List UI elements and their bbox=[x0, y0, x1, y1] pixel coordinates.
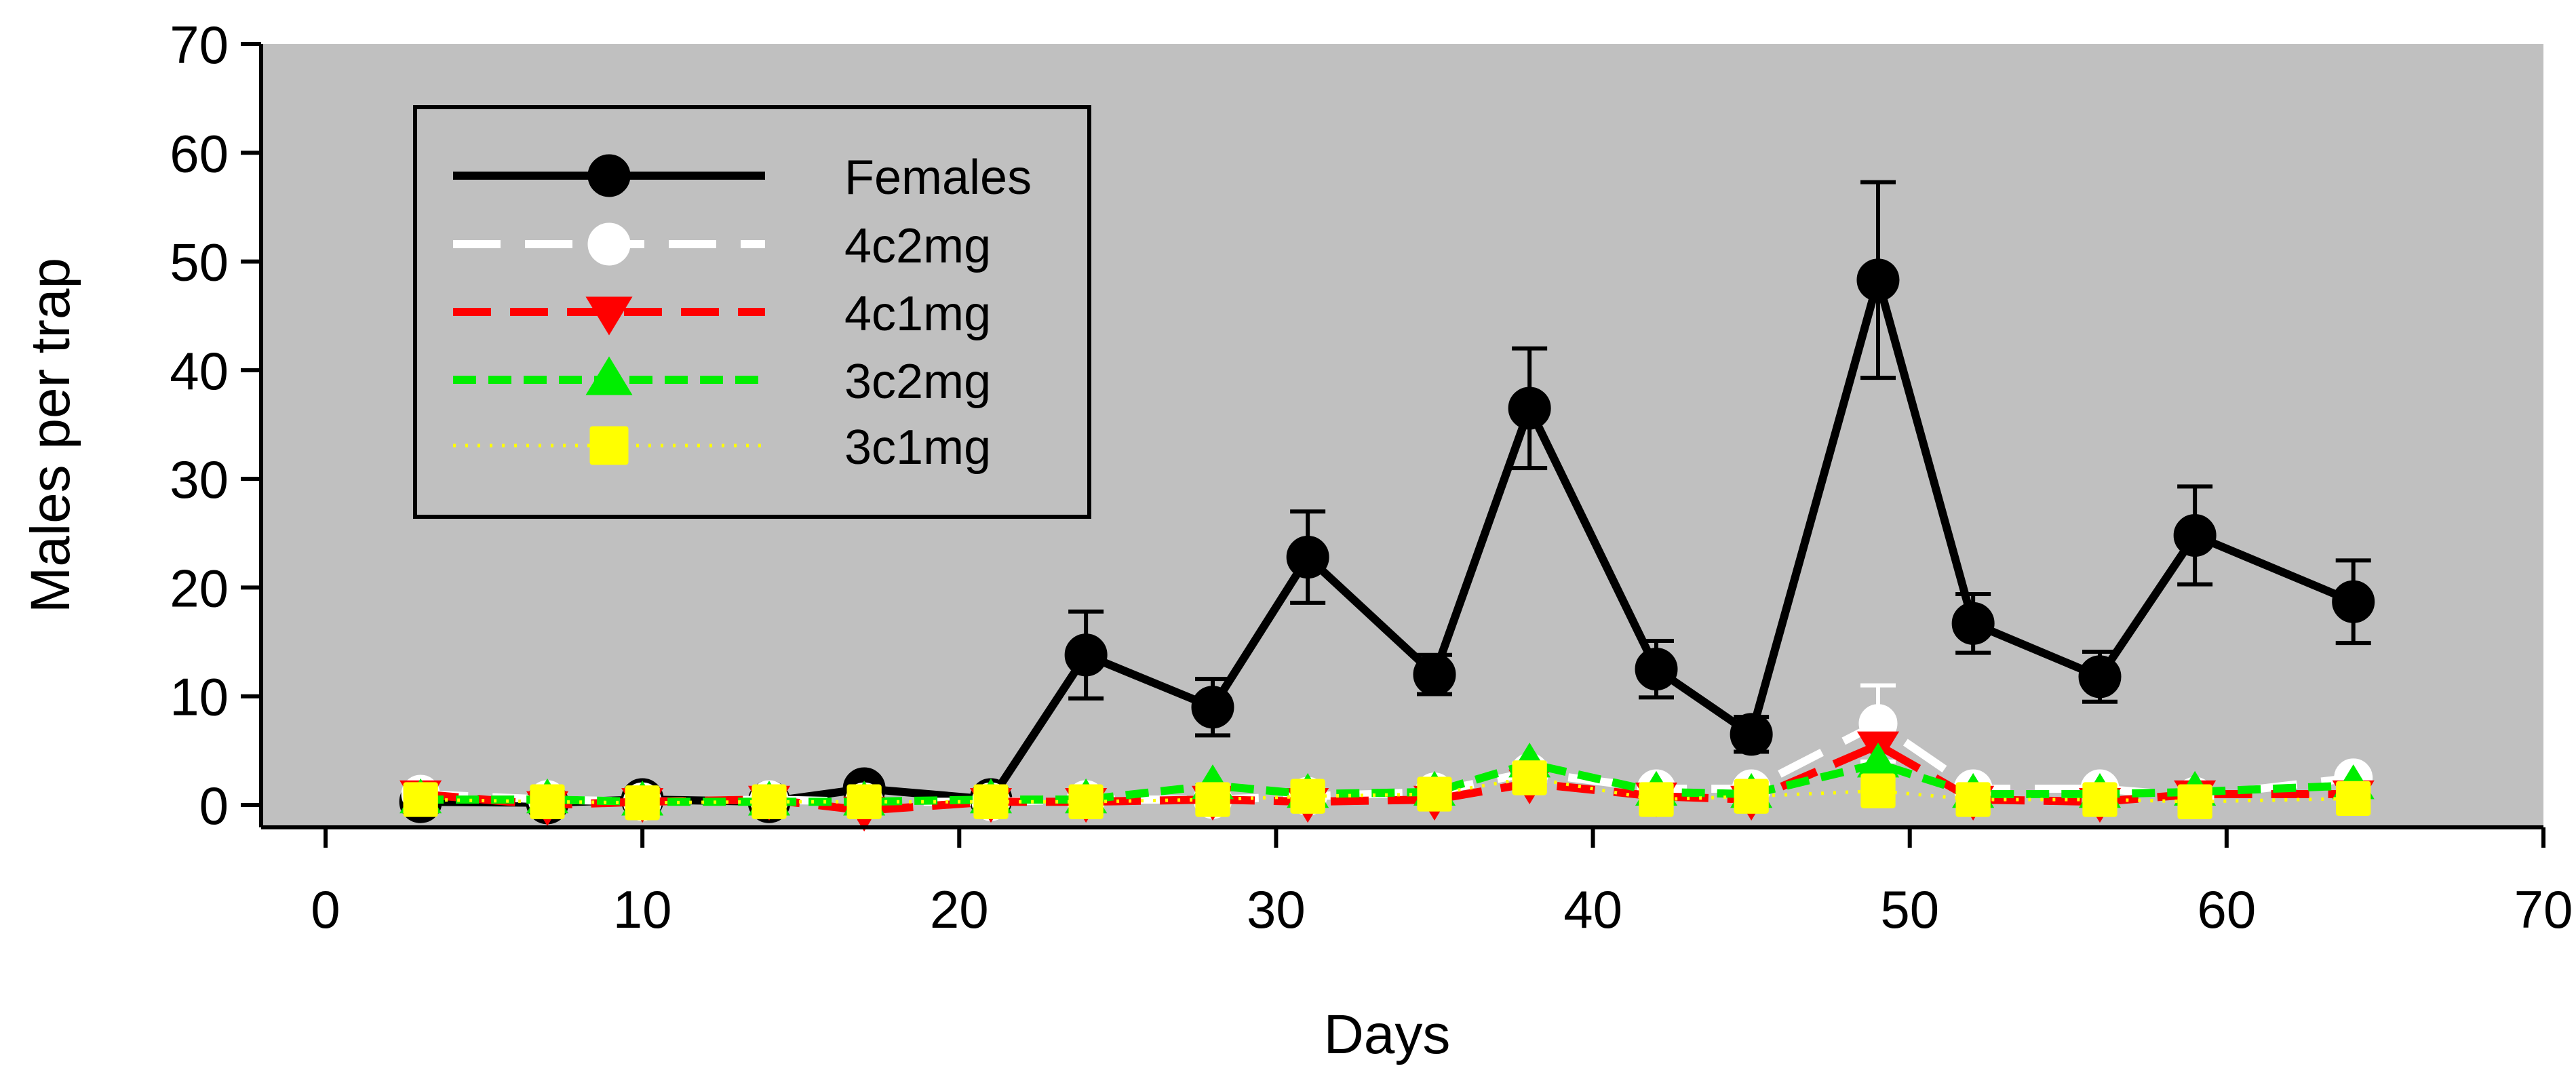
data-point bbox=[1635, 648, 1678, 691]
data-point bbox=[1064, 633, 1108, 677]
data-point bbox=[530, 784, 565, 819]
x-tick-label: 0 bbox=[311, 880, 340, 939]
x-tick-label: 60 bbox=[2197, 880, 2256, 939]
data-point bbox=[2173, 513, 2217, 557]
data-point bbox=[2082, 782, 2118, 817]
y-tick-label: 50 bbox=[170, 233, 229, 292]
data-point bbox=[1068, 784, 1104, 819]
x-tick-label: 50 bbox=[1880, 880, 1939, 939]
data-point bbox=[1413, 653, 1456, 696]
x-tick-label: 20 bbox=[930, 880, 989, 939]
data-point bbox=[1639, 782, 1674, 817]
data-point bbox=[1191, 686, 1234, 729]
series-3c1mg bbox=[403, 760, 2371, 821]
data-point bbox=[973, 784, 1009, 819]
data-point bbox=[1730, 713, 1773, 756]
legend-marker-4c1mg bbox=[585, 296, 633, 336]
data-point bbox=[1417, 777, 1452, 812]
legend-marker-4c2mg bbox=[587, 222, 631, 266]
legend-label-4c2mg: 4c2mg bbox=[844, 219, 991, 273]
series-line bbox=[421, 760, 2354, 806]
x-tick-label: 70 bbox=[2514, 880, 2573, 939]
legend-label-3c2mg: 3c2mg bbox=[844, 355, 991, 409]
x-tick-label: 10 bbox=[613, 880, 672, 939]
data-point bbox=[2332, 580, 2375, 623]
data-point bbox=[1856, 743, 1900, 778]
y-tick-label: 30 bbox=[170, 450, 229, 509]
data-point bbox=[1860, 773, 1896, 808]
y-tick-label: 40 bbox=[170, 341, 229, 401]
y-tick-label: 70 bbox=[170, 15, 229, 75]
x-axis-label: Days bbox=[1324, 1004, 1451, 1065]
data-point bbox=[1290, 779, 1325, 814]
y-tick-label: 60 bbox=[170, 123, 229, 183]
series-line bbox=[421, 776, 2354, 805]
data-point bbox=[846, 784, 882, 819]
y-tick-label: 0 bbox=[199, 776, 229, 836]
data-point bbox=[1734, 779, 1769, 814]
data-point bbox=[1195, 782, 1230, 817]
legend: Females 4c2mg 4c1mg 3c2mg 3c1mg bbox=[413, 105, 1091, 519]
legend-label-4c1mg: 4c1mg bbox=[844, 287, 991, 341]
legend-marker-females bbox=[587, 154, 631, 197]
data-point bbox=[1508, 387, 1551, 430]
data-point bbox=[2078, 655, 2122, 699]
data-point bbox=[2336, 781, 2371, 817]
y-tick-label: 10 bbox=[170, 667, 229, 727]
data-point bbox=[1856, 258, 1900, 302]
data-point bbox=[752, 784, 787, 819]
series-layer bbox=[399, 180, 2375, 832]
legend-label-females: Females bbox=[844, 151, 1032, 205]
data-point bbox=[625, 785, 660, 821]
legend-label-3c1mg: 3c1mg bbox=[844, 420, 991, 475]
data-point bbox=[403, 782, 438, 817]
y-tick-label: 20 bbox=[170, 558, 229, 618]
x-tick-label: 30 bbox=[1247, 880, 1306, 939]
data-point bbox=[2177, 784, 2212, 819]
data-point bbox=[1286, 536, 1329, 579]
data-point bbox=[1951, 602, 1995, 645]
legend-marker-3c2mg bbox=[585, 356, 633, 395]
x-tick-label: 40 bbox=[1563, 880, 1622, 939]
axes-layer: 0 10 20 30 40 50 60 70 0 10 20 30 40 50 60 70 bbox=[170, 15, 2573, 939]
y-axis-label: Males per trap bbox=[20, 258, 81, 613]
legend-marker-3c1mg bbox=[589, 426, 629, 465]
data-point bbox=[1955, 782, 1991, 817]
data-point bbox=[1512, 760, 1547, 795]
